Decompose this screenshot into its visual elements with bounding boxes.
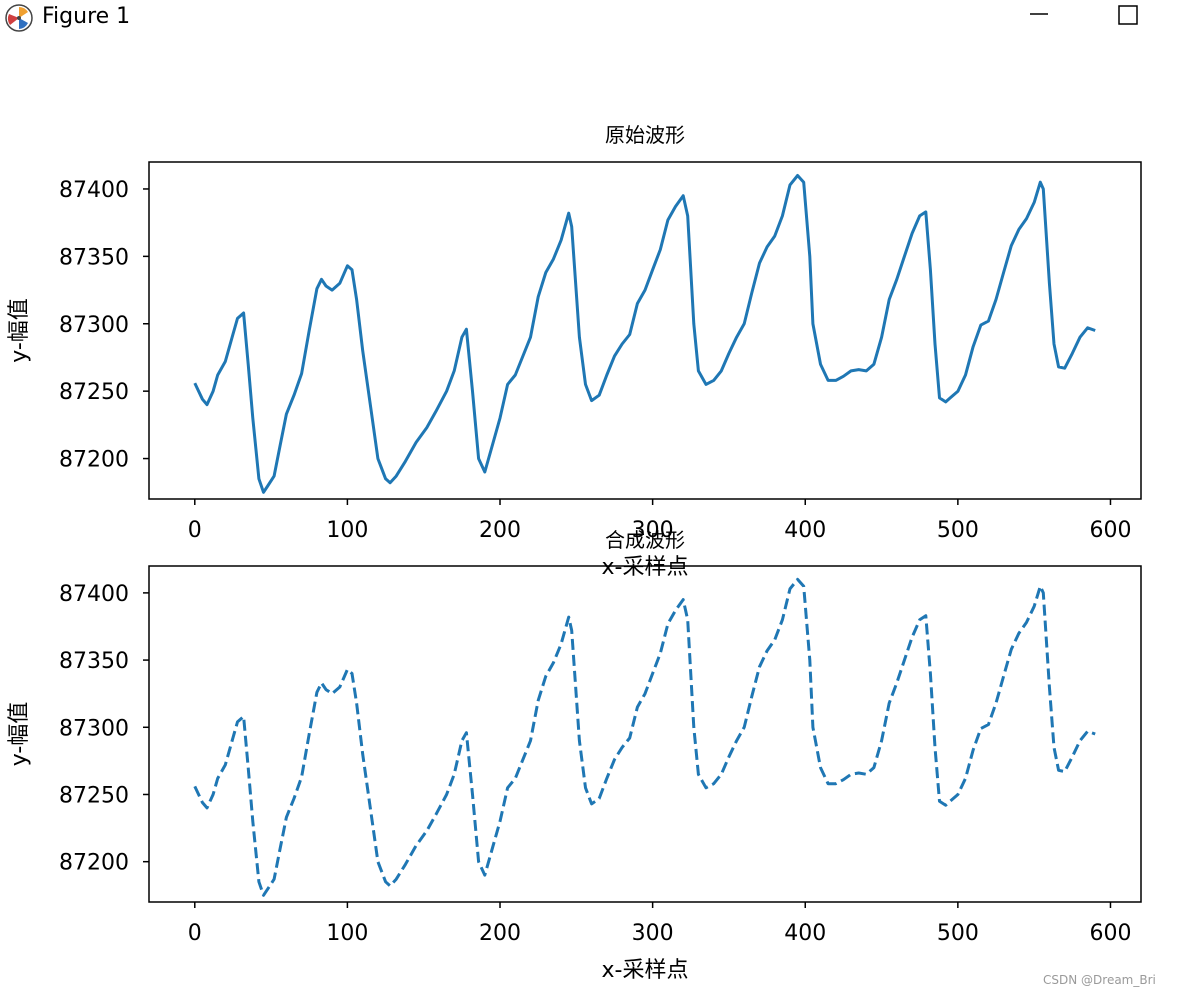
y-tick-label: 87250 — [59, 783, 129, 808]
x-axis-label: x-采样点 — [602, 555, 689, 580]
minimize-icon — [1030, 13, 1048, 15]
minimize-button[interactable] — [1020, 0, 1060, 32]
window-title: Figure 1 — [42, 4, 131, 29]
x-tick-label: 200 — [479, 921, 521, 946]
y-tick-label: 87200 — [59, 448, 129, 473]
x-tick-label: 0 — [188, 518, 202, 543]
watermark: CSDN @Dream_Bri — [1043, 973, 1156, 987]
y-tick-label: 87200 — [59, 851, 129, 876]
x-tick-label: 400 — [784, 921, 826, 946]
x-tick-label: 500 — [937, 518, 979, 543]
x-tick-label: 100 — [326, 518, 368, 543]
x-tick-label: 100 — [326, 921, 368, 946]
x-tick-label: 600 — [1089, 921, 1131, 946]
y-axis-label: y-幅值 — [7, 298, 32, 363]
matplotlib-figure-icon — [5, 4, 33, 32]
y-tick-label: 87400 — [59, 178, 129, 203]
x-tick-label: 300 — [632, 518, 674, 543]
y-tick-label: 87350 — [59, 649, 129, 674]
x-tick-label: 300 — [632, 921, 674, 946]
y-tick-label: 87300 — [59, 313, 129, 338]
x-axis-label: x-采样点 — [602, 958, 689, 983]
x-tick-label: 500 — [937, 921, 979, 946]
x-tick-label: 200 — [479, 518, 521, 543]
y-axis-label: y-幅值 — [7, 702, 32, 767]
y-tick-label: 87350 — [59, 245, 129, 270]
y-tick-label: 87400 — [59, 582, 129, 607]
series-line-1 — [193, 577, 1096, 897]
window-titlebar: Figure 1 — [0, 0, 1181, 36]
x-tick-label: 600 — [1089, 518, 1131, 543]
maximize-button[interactable] — [1108, 0, 1148, 32]
chart-panel-1: 0 100 200 300 400 500 600 87200 87250 87300 87350 8… — [7, 123, 1142, 580]
axes-frame — [148, 565, 1142, 903]
y-tick-label: 87300 — [59, 716, 129, 741]
chart-title: 合成波形 — [605, 528, 685, 552]
x-tick-label: 0 — [188, 921, 202, 946]
maximize-icon — [1118, 5, 1138, 25]
x-tick-label: 400 — [784, 518, 826, 543]
series-line-1 — [193, 174, 1096, 494]
axes-frame — [148, 161, 1142, 500]
chart-panel-2: 0 100 200 300 400 500 600 87200 87250 87300 87350 8… — [7, 528, 1142, 983]
y-tick-label: 87250 — [59, 380, 129, 405]
chart-title: 原始波形 — [605, 123, 685, 147]
